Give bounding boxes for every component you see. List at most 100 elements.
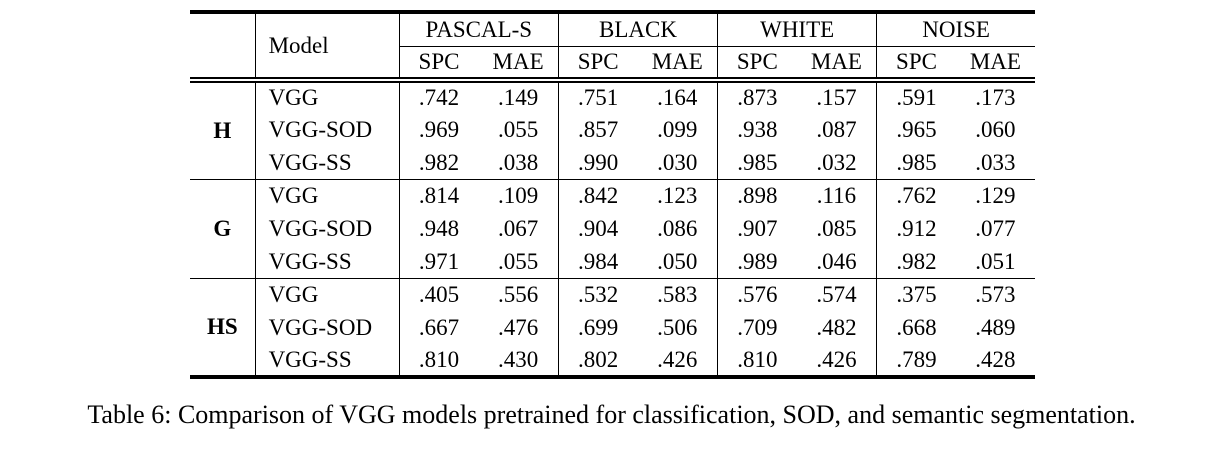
corner-cell <box>190 12 256 83</box>
subheader-spc: SPC <box>399 46 479 83</box>
value-cell: .033 <box>975 149 1016 175</box>
subheader-spc: SPC <box>558 46 638 83</box>
value-cell: .030 <box>637 146 719 179</box>
value-cell: .506 <box>637 311 719 344</box>
value-cell: .055 <box>478 245 559 278</box>
table-row: VGG-SS .810 .430 .802 .426 .810 .426 .789 .428 <box>190 344 1035 377</box>
value-cell: .476 <box>478 311 559 344</box>
value-cell: .965 <box>896 116 937 142</box>
value-cell: .077 <box>975 215 1016 241</box>
table-row: VGG-SS .971 .055 .984 .050 .989 .046 .982 .051 <box>190 245 1035 278</box>
value-cell: .583 <box>637 277 719 311</box>
results-table-wrap: Model PASCAL-S BLACK WHITE NOISE SPC MAE… <box>190 10 1035 379</box>
model-cell: VGG-SS <box>255 146 400 179</box>
value-cell: .426 <box>637 344 719 377</box>
value-cell: .985 <box>896 149 937 175</box>
value-cell: .984 <box>578 248 619 274</box>
value-cell: .532 <box>558 277 638 311</box>
table-row: HS VGG .405.556.532.583.576.574.375.573 <box>190 277 1035 377</box>
value-cell: .898 <box>717 178 797 212</box>
value-cell: .576 <box>717 277 797 311</box>
model-column-header: Model <box>255 12 400 83</box>
row-group-label: G <box>190 178 256 278</box>
value-cell: .810 <box>737 346 778 372</box>
value-cell: .050 <box>637 245 719 278</box>
table-row: G VGG .814.109.842.123.898.116.762.129 <box>190 178 1035 278</box>
value-cell: .129 <box>955 178 1035 212</box>
model-cell: VGG-SOD <box>255 311 400 344</box>
value-cell: .573 <box>955 277 1035 311</box>
row-group-label: H <box>190 80 256 179</box>
model-cell: VGG-SS <box>255 344 400 377</box>
value-cell: .149 <box>478 80 559 113</box>
value-cell: .971 <box>418 248 460 274</box>
column-group-noise: NOISE <box>876 12 1035 47</box>
value-cell: .948 <box>418 215 460 241</box>
value-cell: .574 <box>796 277 878 311</box>
value-cell: .842 <box>558 178 638 212</box>
table-row: VGG-SOD .667 .476 .699 .506 .709 .482 .668 .489 <box>190 311 1035 344</box>
column-group-pascal-s: PASCAL-S <box>399 12 559 47</box>
value-cell: .814 <box>399 178 479 212</box>
value-cell: .157 <box>796 80 878 113</box>
value-cell: .428 <box>975 346 1016 372</box>
model-cell: VGG-SOD <box>255 113 400 146</box>
value-cell: .482 <box>796 311 878 344</box>
value-cell: .802 <box>578 346 619 372</box>
subheader-mae: MAE <box>637 46 719 83</box>
model-cell: VGG-SOD <box>255 212 400 245</box>
value-cell: .938 <box>737 116 778 142</box>
model-cell: VGG <box>255 80 400 113</box>
table-caption: Table 6: Comparison of VGG models pretra… <box>87 400 1136 429</box>
model-cell: VGG <box>255 178 400 212</box>
value-cell: .873 <box>737 85 778 111</box>
model-cell: VGG-SS <box>255 245 400 278</box>
table-body: H VGG .742.149.751.164.873.157.591.173 VGG-… <box>190 80 1035 377</box>
value-cell: .086 <box>637 212 719 245</box>
value-cell: .173 <box>975 85 1016 111</box>
table-row: VGG-SOD .948 .067 .904 .086 .907 .085 .912 .077 <box>190 212 1035 245</box>
value-cell: .055 <box>478 113 559 146</box>
value-cell: .912 <box>896 215 937 241</box>
table-row: VGG-SS .982 .038 .990 .030 .985 .032 .985 .033 <box>190 146 1035 179</box>
value-cell: .556 <box>478 277 559 311</box>
value-cell: .116 <box>796 178 878 212</box>
row-group-label: HS <box>190 277 256 377</box>
value-cell: .762 <box>876 178 956 212</box>
value-cell: .857 <box>578 116 619 142</box>
table-row: H VGG .742 .149 .751 .164 .873 .157 .591 .173 <box>190 80 1035 179</box>
results-table: Model PASCAL-S BLACK WHITE NOISE SPC MAE… <box>190 10 1035 379</box>
subheader-mae: MAE <box>796 46 878 83</box>
value-cell: .067 <box>478 212 559 245</box>
value-cell: .375 <box>876 277 956 311</box>
value-cell: .430 <box>478 344 559 377</box>
table-row: VGG-SOD .969 .055 .857 .099 .938 .087 .965 .060 <box>190 113 1035 146</box>
value-cell: .969 <box>418 116 460 142</box>
model-cell: VGG <box>255 277 400 311</box>
subheader-spc: SPC <box>876 46 956 83</box>
column-group-black: BLACK <box>558 12 719 47</box>
value-cell: .904 <box>578 215 619 241</box>
value-cell: .489 <box>975 314 1016 340</box>
value-cell: .109 <box>478 178 559 212</box>
value-cell: .907 <box>737 215 778 241</box>
value-cell: .668 <box>896 314 937 340</box>
value-cell: .085 <box>796 212 878 245</box>
value-cell: .591 <box>896 85 937 111</box>
value-cell: .751 <box>578 85 619 111</box>
value-cell: .982 <box>418 149 460 175</box>
value-cell: .667 <box>418 314 460 340</box>
value-cell: .032 <box>796 146 878 179</box>
subheader-mae: MAE <box>955 46 1035 83</box>
value-cell: .123 <box>637 178 719 212</box>
value-cell: .060 <box>975 116 1016 142</box>
value-cell: .989 <box>737 248 778 274</box>
value-cell: .810 <box>418 346 460 372</box>
subheader-mae: MAE <box>478 46 559 83</box>
value-cell: .709 <box>737 314 778 340</box>
value-cell: .990 <box>578 149 619 175</box>
value-cell: .164 <box>637 80 719 113</box>
value-cell: .099 <box>637 113 719 146</box>
value-cell: .087 <box>796 113 878 146</box>
value-cell: .038 <box>478 146 559 179</box>
